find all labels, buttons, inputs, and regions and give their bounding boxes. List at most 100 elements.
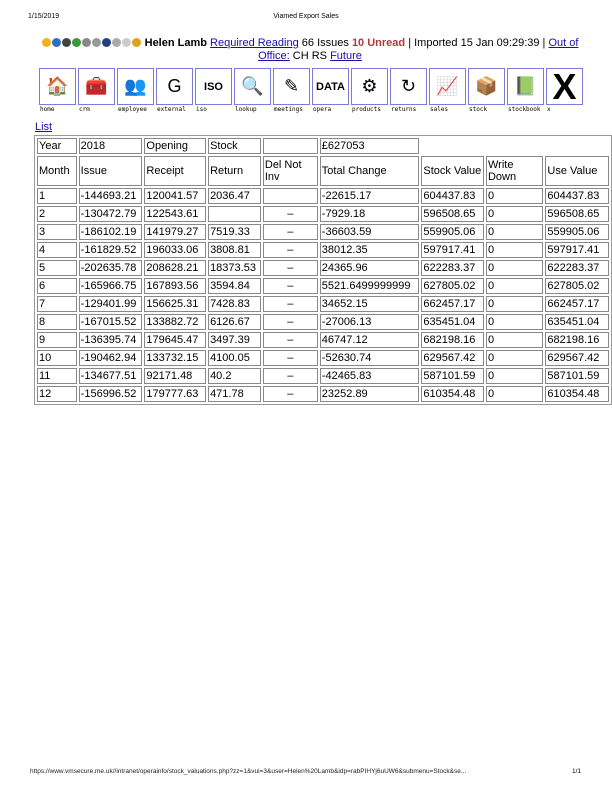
cell-receipt: 120041.57 (144, 188, 207, 204)
table-row: 4 -161829.52 196033.06 3808.81–38012.35 5979… (37, 242, 609, 258)
table-row: 12 -156996.52 179777.63 471.78–23252.89 6103… (37, 386, 609, 402)
cell-month: 4 (37, 242, 77, 258)
future-link[interactable]: Future (330, 50, 362, 62)
nav-products[interactable]: ⚙ products (351, 68, 388, 113)
cell-issue: -156996.52 (78, 386, 143, 402)
column-header: Write Down (485, 156, 544, 186)
cell-del-not-inv (262, 188, 318, 204)
nav-iso[interactable]: ISO iso (195, 68, 232, 113)
cell-write-down: 0 (485, 386, 544, 402)
cell-total-change: -27006.13 (319, 314, 420, 330)
cell-use-value: 597917.41 (545, 242, 609, 258)
cell-receipt: 196033.06 (144, 242, 207, 258)
cell-receipt: 122543.61 (144, 206, 207, 222)
nav-label: meetings (274, 106, 303, 113)
cell-month: 1 (37, 188, 77, 204)
cell-stock-value: 559905.06 (421, 224, 484, 240)
pencil-note-icon: ✎ (283, 76, 300, 96)
cell-return: 3808.81 (208, 242, 261, 258)
table-row: 11 -134677.51 92171.48 40.2– -42465.83 587101… (37, 368, 609, 384)
cell-stock-value: 587101.59 (421, 368, 484, 384)
cell-use-value: 627805.02 (545, 278, 609, 294)
cell-use-value: 622283.37 (545, 260, 609, 276)
nav-label: lookup (235, 106, 257, 113)
cell-del-not-inv: – (262, 350, 318, 366)
cell-stock-value: 622283.37 (421, 260, 484, 276)
summary-row: Year 2018 Opening Stock £627053 (37, 138, 609, 154)
cell-stock-value: 682198.16 (421, 332, 484, 348)
table-row: 5 -202635.78 208628.21 18373.53–24365.96 622… (37, 260, 609, 276)
cell-issue: -167015.52 (78, 314, 143, 330)
cell-issue: -161829.52 (78, 242, 143, 258)
cell-write-down: 0 (485, 242, 544, 258)
book-icon: 📗 (514, 76, 537, 96)
cell-use-value: 662457.17 (545, 296, 609, 312)
table-row: 1 -144693.21 120041.57 2036.47 -22615.17 6044… (37, 188, 609, 204)
cell-issue: -129401.99 (78, 296, 143, 312)
cell-use-value: 610354.48 (545, 386, 609, 402)
cell-write-down: 0 (485, 368, 544, 384)
cell-del-not-inv: – (262, 368, 318, 384)
nav-stock[interactable]: 📦 stock (468, 68, 505, 113)
nav-label: returns (391, 106, 417, 113)
cell-use-value: 635451.04 (545, 314, 609, 330)
cell-del-not-inv: – (262, 224, 318, 240)
nav-label: stockbook (508, 106, 541, 113)
cell-receipt: 208628.21 (144, 260, 207, 276)
cell-del-not-inv: – (262, 386, 318, 402)
stock-label: Stock (208, 138, 261, 154)
cell-total-change: -22615.17 (319, 188, 420, 204)
nav-sales[interactable]: 📈 sales (429, 68, 466, 113)
house-icon: 🏠 (46, 76, 69, 96)
cell-issue: -134677.51 (78, 368, 143, 384)
nav-meetings[interactable]: ✎ meetings (273, 68, 310, 113)
cell-write-down: 0 (485, 296, 544, 312)
cell-stock-value: 629567.42 (421, 350, 484, 366)
cell-month: 8 (37, 314, 77, 330)
cell-write-down: 0 (485, 314, 544, 330)
cell-return: 471.78 (208, 386, 261, 402)
nav-label: products (352, 106, 381, 113)
empty-cell (262, 138, 318, 154)
cell-stock-value: 610354.48 (421, 386, 484, 402)
cell-month: 6 (37, 278, 77, 294)
out-of-office-link[interactable]: Out of Office: (258, 37, 579, 62)
box-icon: 📦 (475, 76, 498, 96)
nav-home[interactable]: 🏠 home (39, 68, 76, 113)
toolbar-mini-icons[interactable] (41, 37, 142, 49)
column-header: Use Value (545, 156, 609, 186)
nav-opera[interactable]: DATA opera (312, 68, 349, 113)
stock-valuation-table: Year 2018 Opening Stock £627053 Month Iss… (34, 135, 612, 405)
nav-label: home (40, 106, 55, 113)
column-header: Receipt (144, 156, 207, 186)
list-link[interactable]: List (35, 121, 53, 133)
nav-lookup[interactable]: 🔍 lookup (234, 68, 271, 113)
google-icon: G (167, 76, 182, 96)
nav-returns[interactable]: ↻ returns (390, 68, 427, 113)
cell-del-not-inv: – (262, 278, 318, 294)
cell-month: 2 (37, 206, 77, 222)
header-row: Month Issue Receipt Return Del Not Inv Total … (37, 156, 609, 186)
cell-stock-value: 596508.65 (421, 206, 484, 222)
nav-employee[interactable]: 👥 employee (117, 68, 154, 113)
cell-stock-value: 627805.02 (421, 278, 484, 294)
cell-issue: -202635.78 (78, 260, 143, 276)
nav-stockbook[interactable]: 📗 stockbook (507, 68, 544, 113)
cell-del-not-inv: – (262, 206, 318, 222)
cell-receipt: 141979.27 (144, 224, 207, 240)
required-reading-link[interactable]: Required Reading (210, 37, 299, 49)
cell-return: 7519.33 (208, 224, 261, 240)
cell-receipt: 179777.63 (144, 386, 207, 402)
cell-write-down: 0 (485, 260, 544, 276)
cell-del-not-inv: – (262, 296, 318, 312)
cell-stock-value: 635451.04 (421, 314, 484, 330)
cell-return: 3594.84 (208, 278, 261, 294)
cell-return: 7428.83 (208, 296, 261, 312)
nav-label: stock (469, 106, 488, 113)
cell-use-value: 587101.59 (545, 368, 609, 384)
nav-crm[interactable]: 🧰 crm (78, 68, 115, 113)
cell-write-down: 0 (485, 224, 544, 240)
